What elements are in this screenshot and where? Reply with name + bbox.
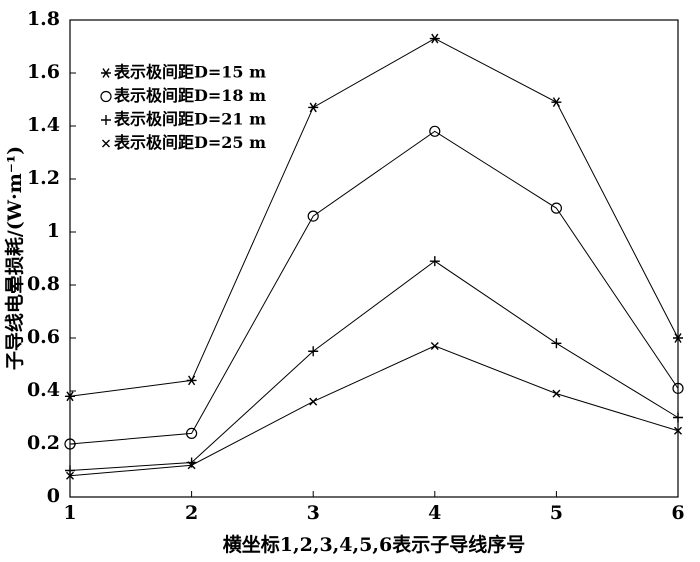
y-axis-label: 子导线电晕损耗/(W·m⁻¹)	[3, 146, 26, 370]
legend-marker	[100, 90, 112, 103]
legend-marker	[102, 139, 110, 148]
data-point	[307, 210, 319, 222]
data-point	[551, 338, 562, 349]
series-line	[69, 345, 679, 477]
data-point	[429, 33, 440, 44]
data-point	[552, 389, 561, 398]
y-tick-label: 1.6	[27, 61, 60, 83]
data-point	[672, 382, 684, 394]
y-tick-label: 0.4	[27, 379, 60, 401]
series-line	[69, 260, 679, 471]
series-line	[69, 37, 679, 397]
y-tick-label: 0	[47, 485, 60, 507]
x-tick-label: 2	[185, 502, 198, 524]
x-tick-label: 6	[671, 502, 684, 524]
series-line	[69, 130, 679, 445]
legend-label: 表示极间距D=15 m	[113, 63, 266, 82]
data-point	[673, 412, 683, 423]
y-tick-label: 1	[47, 220, 60, 242]
data-point	[308, 102, 319, 113]
plot-frame	[69, 19, 679, 498]
legend-label: 表示极间距D=21 m	[113, 110, 266, 129]
data-point	[308, 346, 319, 357]
data-point	[550, 202, 563, 214]
data-point	[551, 97, 562, 108]
data-point	[187, 461, 196, 470]
legend-label: 表示极间距D=18 m	[113, 86, 266, 105]
x-tick-label: 5	[550, 502, 563, 524]
data-point	[309, 397, 318, 406]
data-point	[65, 391, 75, 402]
x-tick-label: 3	[307, 502, 320, 524]
legend-label: 表示极间距D=25 m	[113, 133, 266, 152]
y-tick-label: 1.4	[27, 114, 60, 136]
data-point	[66, 471, 74, 480]
data-point	[430, 341, 439, 350]
data-point	[429, 256, 440, 267]
y-tick-label: 1.8	[27, 8, 60, 30]
data-point	[186, 375, 197, 386]
legend-marker	[101, 115, 111, 125]
x-axis-label: 横坐标1,2,3,4,5,6表示子导线序号	[223, 533, 525, 556]
data-point	[186, 427, 198, 439]
x-tick-label: 4	[428, 502, 441, 524]
y-tick-label: 0.8	[27, 273, 60, 295]
data-point	[674, 426, 682, 435]
data-point	[65, 465, 75, 476]
y-tick-label: 1.2	[27, 167, 60, 189]
x-tick-label: 1	[63, 502, 76, 524]
y-tick-label: 0.6	[27, 326, 60, 348]
data-point	[64, 438, 76, 450]
y-tick-label: 0.2	[27, 432, 60, 454]
legend-marker	[101, 68, 111, 78]
data-point	[673, 333, 683, 343]
data-point	[429, 125, 441, 137]
